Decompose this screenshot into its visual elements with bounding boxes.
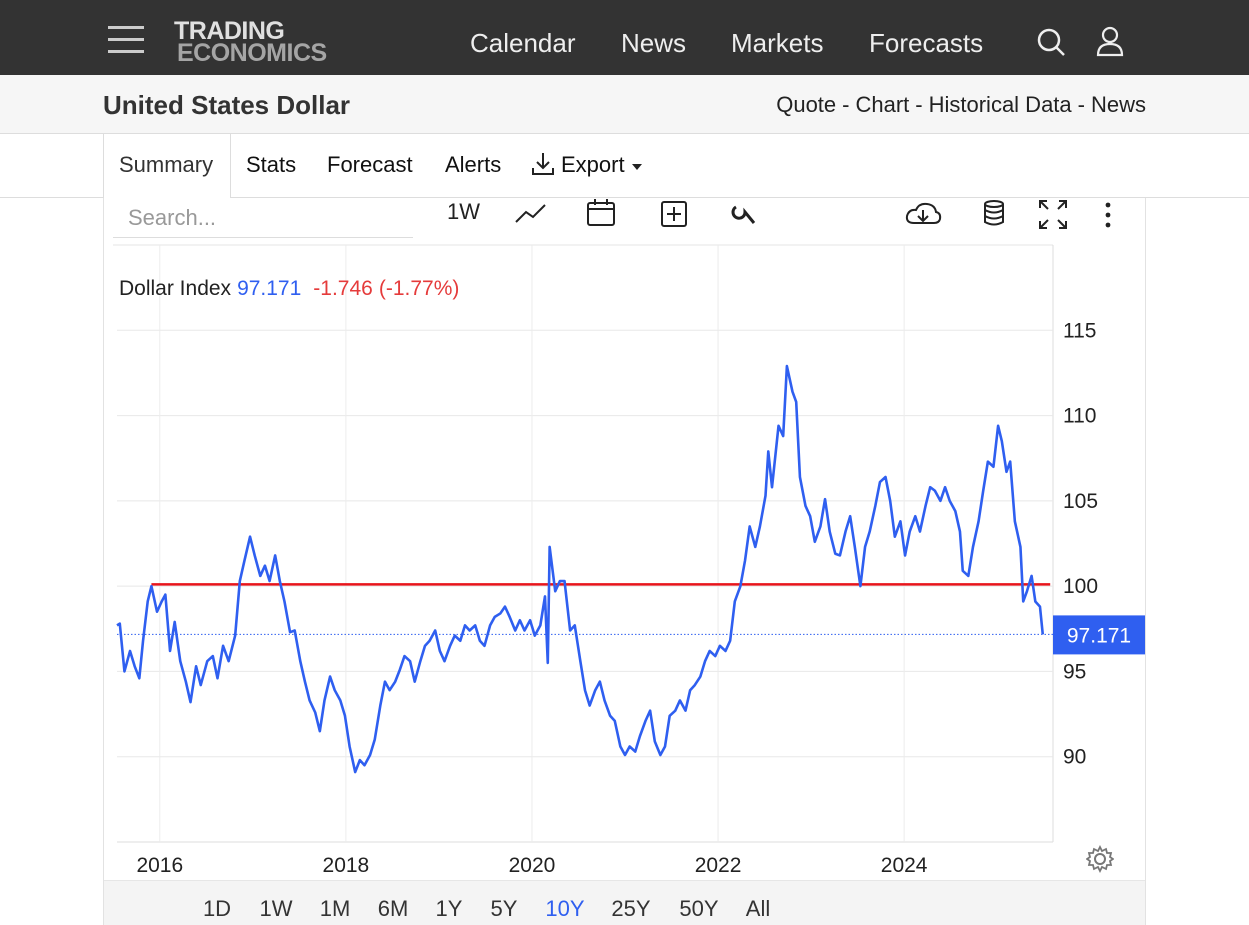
range-button[interactable]: 1M <box>319 896 351 921</box>
quote-line: Dollar Index 97.171 -1.746 (-1.77%) <box>119 277 459 300</box>
last-value-label: 97.171 <box>1067 624 1131 647</box>
separator: - <box>915 92 923 117</box>
header-links: Quote - Chart - Historical Data - News <box>776 92 1146 118</box>
header-link[interactable]: News <box>1090 92 1146 117</box>
page-header: United States Dollar Quote - Chart - Histori… <box>0 75 1249 134</box>
range-button[interactable]: 5Y <box>490 896 518 921</box>
separator: - <box>842 92 850 117</box>
menu-icon[interactable] <box>106 24 146 56</box>
range-button[interactable]: 6M <box>377 896 409 921</box>
tab[interactable]: Alerts <box>445 152 502 177</box>
search-icon[interactable] <box>1036 27 1068 59</box>
range-button[interactable]: 10Y <box>545 896 585 921</box>
series-line <box>116 364 1045 774</box>
tab[interactable]: Summary <box>119 152 214 177</box>
range-button[interactable]: 1W <box>259 896 293 921</box>
range-button[interactable]: All <box>745 896 771 921</box>
toolbar-icons <box>515 199 1111 229</box>
x-tick-label: 2024 <box>881 854 928 877</box>
chart-panel <box>103 198 1146 925</box>
fullscreen-icon[interactable] <box>1039 200 1067 229</box>
y-tick-label: 115 <box>1063 319 1096 342</box>
quote-change: -1.746 <box>313 277 373 300</box>
nav-link[interactable]: News <box>621 28 687 58</box>
tab[interactable]: Forecast <box>327 152 413 177</box>
range-button[interactable]: 50Y <box>679 896 719 921</box>
header-link[interactable]: Historical Data <box>928 92 1072 117</box>
x-tick-label: 2016 <box>136 854 183 877</box>
range-button[interactable]: 1Y <box>435 896 463 921</box>
calendar-icon[interactable] <box>587 199 615 226</box>
interval-button[interactable]: 1W <box>447 199 480 224</box>
quote-value: 97.171 <box>237 277 301 300</box>
active-tab-box <box>103 134 231 198</box>
tools-icon[interactable] <box>731 205 756 224</box>
logo[interactable]: TRADING <box>174 17 285 45</box>
search-placeholder: Search... <box>128 205 217 230</box>
line-chart-icon[interactable] <box>515 204 546 223</box>
database-icon[interactable] <box>984 200 1004 226</box>
tab-bar: Summary Stats Forecast Alerts Export <box>0 134 1249 198</box>
range-bar <box>104 880 1145 925</box>
range-button[interactable]: 25Y <box>611 896 651 921</box>
range-button[interactable]: 1D <box>202 896 232 921</box>
nav-link[interactable]: Forecasts <box>869 28 984 58</box>
settings-icon[interactable] <box>1086 845 1114 873</box>
x-tick-label: 2022 <box>695 854 742 877</box>
user-icon[interactable] <box>1094 25 1126 59</box>
add-icon[interactable] <box>661 201 687 227</box>
more-icon[interactable] <box>1105 202 1111 228</box>
top-nav: TRADING ECONOMICS Calendar News Markets … <box>0 0 1249 75</box>
x-tick-label: 2020 <box>509 854 556 877</box>
header-link[interactable]: Chart <box>855 92 910 117</box>
search-box[interactable]: Search... <box>113 198 413 238</box>
separator: - <box>1077 92 1085 117</box>
download-icon[interactable] <box>905 202 942 224</box>
tab[interactable]: Export <box>561 152 625 177</box>
quote-change-pct: (-1.77%) <box>379 277 460 300</box>
y-tick-label: 100 <box>1063 575 1098 598</box>
header-link[interactable]: Quote <box>776 92 837 117</box>
y-tick-label: 90 <box>1063 746 1086 769</box>
y-tick-label: 105 <box>1063 490 1098 513</box>
export-icons[interactable] <box>530 146 660 186</box>
nav-link[interactable]: Calendar <box>470 28 576 58</box>
logo[interactable]: ECONOMICS <box>177 39 327 67</box>
last-value-box <box>1053 615 1145 655</box>
nav-link[interactable]: Markets <box>731 28 824 58</box>
legend-name: Dollar Index <box>119 277 232 300</box>
y-tick-label: 110 <box>1063 405 1096 428</box>
page-title: United States Dollar <box>103 90 351 120</box>
y-tick-label: 95 <box>1063 660 1086 683</box>
x-tick-label: 2018 <box>323 854 370 877</box>
tab[interactable]: Stats <box>246 152 297 177</box>
